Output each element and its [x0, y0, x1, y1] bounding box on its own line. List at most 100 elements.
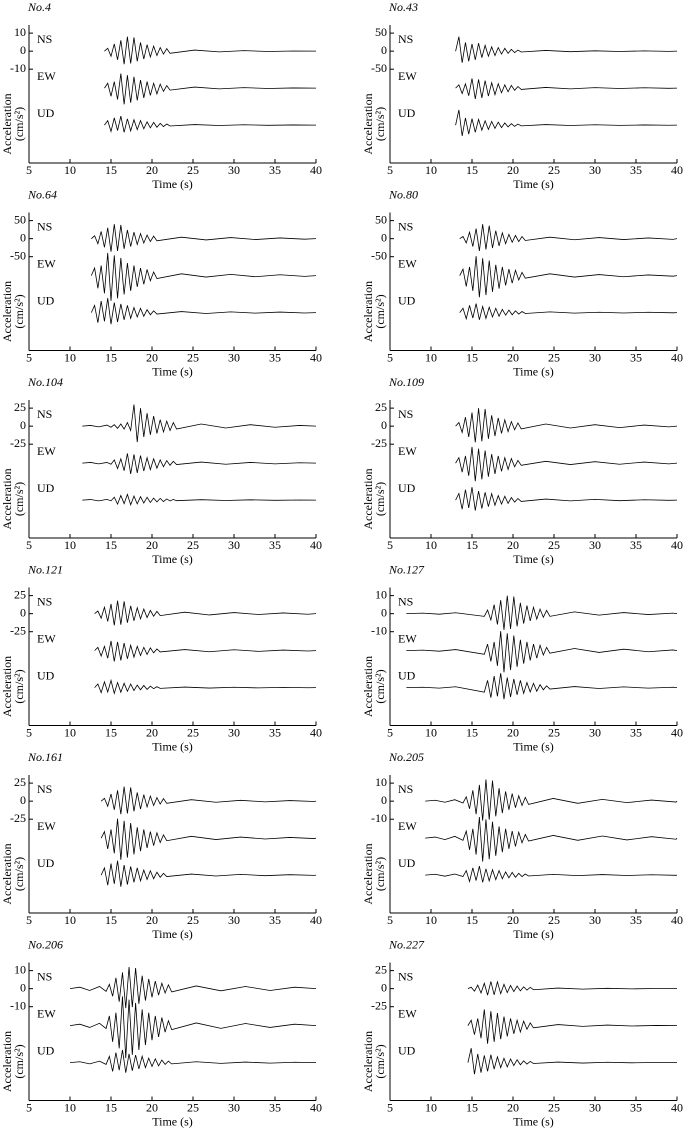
y-tick-label: -10	[10, 61, 26, 75]
y-axis-label: (cm/s²)	[12, 294, 26, 328]
y-axis-label: (cm/s²)	[12, 107, 26, 141]
trace-label: UD	[398, 668, 416, 682]
x-tick-label: 40	[310, 725, 322, 739]
title: No.43	[388, 0, 418, 14]
x-tick-label: 30	[228, 163, 240, 177]
x-tick-label: 15	[466, 913, 478, 927]
trace-label: NS	[398, 969, 413, 983]
y-tick-label: 10	[375, 587, 387, 601]
x-tick-label: 30	[589, 725, 601, 739]
panel: 5 10 15 20 25 30 35 40 10 0 -10 No.4 Time (s) Acceler…	[0, 0, 322, 191]
trace-label: EW	[37, 631, 56, 645]
x-tick-label: 15	[105, 913, 117, 927]
y-axis-label: (cm/s²)	[373, 1044, 387, 1078]
trace	[82, 404, 317, 443]
trace-label: EW	[398, 69, 417, 83]
x-tick-label: 25	[548, 913, 560, 927]
x-tick-label: 35	[630, 1100, 642, 1114]
y-tick-label: 10	[14, 25, 26, 39]
x-tick-label: 15	[466, 725, 478, 739]
x-tick-label: 40	[671, 725, 683, 739]
x-tick-label: 5	[26, 163, 32, 177]
panel: 5 10 15 20 25 30 35 40 50 0 -50 No.64 Time (s) Accele…	[0, 187, 322, 378]
x-tick-label: 40	[310, 913, 322, 927]
x-tick-label: 25	[548, 1100, 560, 1114]
trace-label: UD	[398, 293, 416, 307]
x-tick-label: 10	[425, 1100, 437, 1114]
trace	[104, 36, 317, 65]
trace	[100, 818, 317, 860]
x-tick-label: 5	[387, 1100, 393, 1114]
x-tick-label: 35	[269, 538, 281, 552]
x-tick-label: 5	[26, 538, 32, 552]
x-tick-label: 35	[630, 350, 642, 364]
x-axis-label: Time (s)	[513, 552, 554, 566]
trace-label: NS	[37, 407, 52, 421]
title: No.127	[388, 562, 425, 576]
trace-label: UD	[398, 856, 416, 870]
trace-label: EW	[398, 256, 417, 270]
trace	[467, 1048, 678, 1075]
y-tick-label: 0	[381, 418, 387, 432]
x-tick-label: 5	[26, 913, 32, 927]
x-tick-label: 25	[187, 913, 199, 927]
trace	[69, 1049, 317, 1073]
trace-label: NS	[398, 594, 413, 608]
x-tick-label: 25	[548, 725, 560, 739]
x-tick-label: 5	[387, 538, 393, 552]
y-axis-label: Acceleration	[0, 843, 14, 904]
x-tick-label: 5	[387, 350, 393, 364]
y-tick-label: -10	[371, 623, 387, 637]
x-tick-label: 20	[507, 163, 519, 177]
panel: 5 10 15 20 25 30 35 40 25 0 -25 No.109 Time (s) Accel…	[361, 375, 683, 566]
trace-label: UD	[37, 293, 55, 307]
x-tick-label: 40	[310, 163, 322, 177]
y-tick-label: 50	[375, 25, 387, 39]
y-axis-label: Acceleration	[361, 468, 375, 529]
trace	[467, 1009, 678, 1044]
trace-label: UD	[398, 1043, 416, 1057]
y-tick-label: 25	[375, 962, 387, 976]
x-axis-label: Time (s)	[152, 927, 193, 941]
y-tick-label: -50	[371, 248, 387, 262]
x-tick-label: 25	[548, 538, 560, 552]
x-tick-label: 20	[146, 1100, 158, 1114]
y-tick-label: -25	[371, 436, 387, 450]
x-tick-label: 5	[387, 725, 393, 739]
trace-label: NS	[398, 32, 413, 46]
y-tick-label: 0	[20, 418, 26, 432]
x-axis-label: Time (s)	[152, 739, 193, 753]
x-tick-label: 40	[671, 350, 683, 364]
title: No.161	[27, 750, 63, 764]
trace-label: NS	[37, 594, 52, 608]
x-tick-label: 30	[589, 538, 601, 552]
x-tick-label: 20	[146, 163, 158, 177]
x-tick-label: 10	[64, 538, 76, 552]
y-tick-label: 0	[381, 43, 387, 57]
x-tick-label: 20	[146, 350, 158, 364]
x-tick-label: 25	[187, 350, 199, 364]
panel: 5 10 15 20 25 30 35 40 10 0 -10 No.127 Time (s) Accel…	[361, 562, 683, 753]
y-tick-label: 0	[381, 793, 387, 807]
x-tick-label: 20	[507, 1100, 519, 1114]
x-tick-label: 10	[425, 538, 437, 552]
y-tick-label: 25	[14, 587, 26, 601]
trace	[406, 673, 678, 700]
title: No.121	[27, 562, 63, 576]
x-tick-label: 25	[187, 538, 199, 552]
y-axis-label: (cm/s²)	[12, 482, 26, 516]
x-tick-label: 15	[466, 163, 478, 177]
x-axis-label: Time (s)	[513, 1114, 554, 1128]
x-tick-label: 35	[630, 913, 642, 927]
x-tick-label: 5	[387, 913, 393, 927]
x-tick-label: 20	[507, 538, 519, 552]
title: No.80	[388, 187, 418, 201]
x-tick-label: 15	[466, 350, 478, 364]
x-tick-label: 10	[425, 913, 437, 927]
x-tick-label: 10	[64, 350, 76, 364]
x-tick-label: 5	[26, 725, 32, 739]
x-tick-label: 30	[589, 163, 601, 177]
title: No.64	[27, 187, 57, 201]
x-tick-label: 10	[64, 725, 76, 739]
y-tick-label: -25	[10, 811, 26, 825]
